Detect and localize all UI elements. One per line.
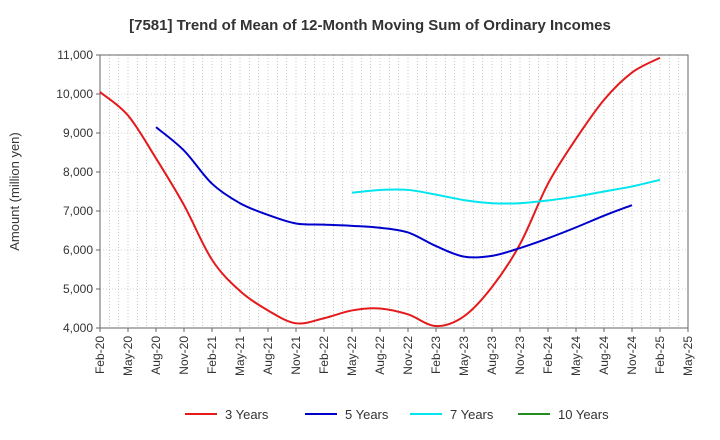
x-tick-label: Nov-21 [289,336,303,375]
series-line-3-years [99,56,661,328]
x-tick-label: Aug-23 [485,336,499,375]
x-tick-label: May-24 [569,336,583,376]
y-tick-label: 6,000 [63,243,93,257]
legend-label-5-years: 5 Years [345,407,389,422]
legend-label-10-years: 10 Years [558,407,609,422]
series-line-7-years [351,178,661,205]
y-axis-ticks: 4,000 5,000 6,000 7,000 8,000 9,000 10,000 11,0… [56,48,100,335]
x-tick-label: Aug-20 [149,336,163,375]
x-tick-label: Aug-21 [261,336,275,375]
y-tick-label: 9,000 [63,126,93,140]
y-tick-label: 7,000 [63,204,93,218]
x-tick-label: Nov-23 [513,336,527,375]
x-tick-label: Feb-24 [541,336,555,374]
legend-label-3-years: 3 Years [225,407,269,422]
x-tick-label: May-20 [121,336,135,376]
y-tick-label: 10,000 [56,87,93,101]
x-tick-label: Aug-22 [373,336,387,375]
legend-label-7-years: 7 Years [450,407,494,422]
chart-title: [7581] Trend of Mean of 12-Month Moving … [129,17,611,34]
x-tick-label: May-25 [681,336,695,376]
x-tick-label: Feb-22 [317,336,331,374]
x-tick-label: May-23 [457,336,471,376]
y-tick-label: 4,000 [63,321,93,335]
series-line-5-years [155,126,633,259]
x-tick-label: May-22 [345,336,359,376]
x-tick-label: Nov-24 [625,336,639,375]
x-tick-label: Nov-22 [401,336,415,375]
legend: 3 Years 5 Years 7 Years 10 Years [185,407,609,422]
y-tick-label: 11,000 [57,48,93,62]
x-tick-label: Feb-21 [205,336,219,374]
y-tick-label: 5,000 [63,282,93,296]
x-tick-label: Feb-25 [653,336,667,374]
x-tick-label: Nov-20 [177,336,191,375]
plot-frame [99,54,689,329]
x-axis-ticks: Feb-20 May-20 Aug-20 Nov-20 Feb-21 May-21 Aug-… [93,328,695,376]
x-tick-label: Feb-23 [429,336,443,374]
x-tick-label: Feb-20 [93,336,107,374]
series-lines [99,56,661,328]
x-tick-label: Aug-24 [597,336,611,375]
grid [100,54,688,329]
x-tick-label: May-21 [233,336,247,376]
y-tick-label: 8,000 [63,165,93,179]
y-axis-label: Amount (million yen) [7,132,22,251]
